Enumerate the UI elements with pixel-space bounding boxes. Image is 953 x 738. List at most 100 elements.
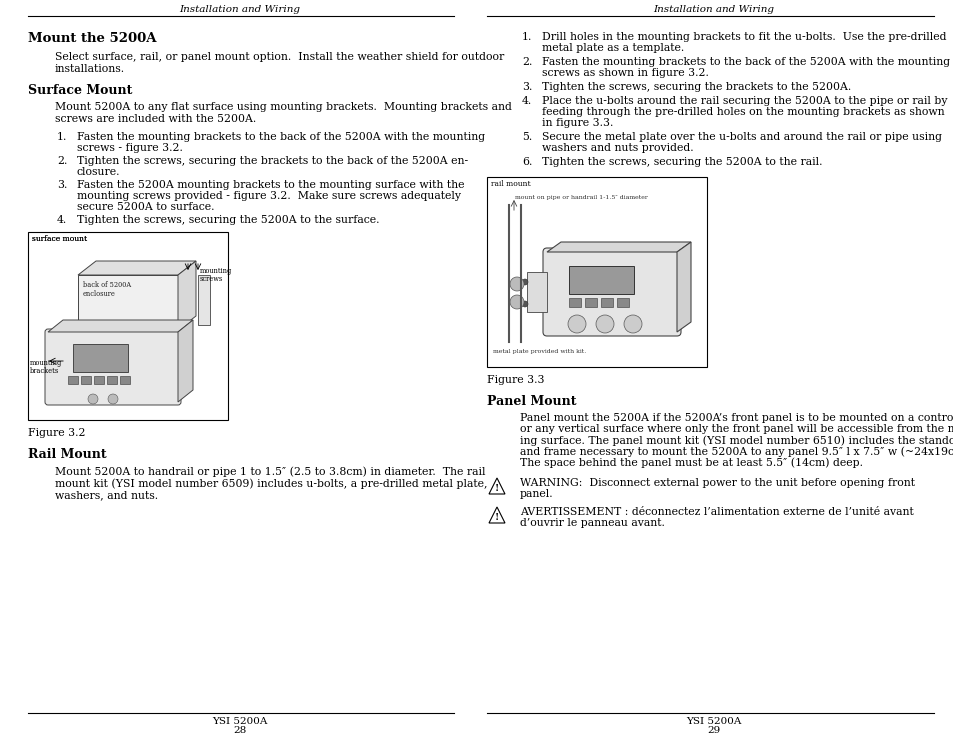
Text: 2.: 2. <box>57 156 68 166</box>
Text: Fasten the mounting brackets to the back of the 5200A with the mounting: Fasten the mounting brackets to the back… <box>541 57 949 67</box>
Text: in figure 3.3.: in figure 3.3. <box>541 118 613 128</box>
Text: mounting: mounting <box>200 267 232 275</box>
Text: Figure 3.3: Figure 3.3 <box>486 375 544 385</box>
Text: metal plate as a template.: metal plate as a template. <box>541 43 683 53</box>
Text: Panel Mount: Panel Mount <box>486 395 576 408</box>
Bar <box>73 344 128 372</box>
Text: Panel mount the 5200A if the 5200A’s front panel is to be mounted on a control p: Panel mount the 5200A if the 5200A’s fro… <box>519 413 953 423</box>
Bar <box>107 376 117 384</box>
Bar <box>68 376 78 384</box>
Text: mounting screws provided - figure 3.2.  Make sure screws adequately: mounting screws provided - figure 3.2. M… <box>77 191 460 201</box>
Bar <box>81 376 91 384</box>
Text: mounting: mounting <box>30 359 62 367</box>
Circle shape <box>108 394 118 404</box>
Polygon shape <box>489 507 504 523</box>
Text: secure 5200A to surface.: secure 5200A to surface. <box>77 202 214 212</box>
Text: Installation and Wiring: Installation and Wiring <box>653 5 774 14</box>
Text: AVERTISSEMENT : déconnectez l’alimentation externe de l’unité avant: AVERTISSEMENT : déconnectez l’alimentati… <box>519 507 913 517</box>
Text: ing surface. The panel mount kit (YSI model number 6510) includes the standoffs: ing surface. The panel mount kit (YSI mo… <box>519 435 953 446</box>
Bar <box>526 272 546 312</box>
Circle shape <box>510 277 523 291</box>
Text: Tighten the screws, securing the brackets to the back of the 5200A en-: Tighten the screws, securing the bracket… <box>77 156 468 166</box>
Circle shape <box>521 301 527 307</box>
Text: Mount 5200A to handrail or pipe 1 to 1.5″ (2.5 to 3.8cm) in diameter.  The rail: Mount 5200A to handrail or pipe 1 to 1.5… <box>55 466 485 477</box>
Text: rail mount: rail mount <box>491 180 530 188</box>
Polygon shape <box>178 320 193 402</box>
Text: washers, and nuts.: washers, and nuts. <box>55 490 158 500</box>
Bar <box>489 179 540 191</box>
Text: YSI 5200A: YSI 5200A <box>685 717 740 726</box>
Text: screws: screws <box>200 275 223 283</box>
Text: Tighten the screws, securing the 5200A to the rail.: Tighten the screws, securing the 5200A t… <box>541 157 821 167</box>
Text: Surface Mount: Surface Mount <box>28 84 132 97</box>
Text: YSI 5200A: YSI 5200A <box>213 717 268 726</box>
Circle shape <box>521 279 527 285</box>
Text: screws as shown in figure 3.2.: screws as shown in figure 3.2. <box>541 68 708 78</box>
Text: Rail Mount: Rail Mount <box>28 448 107 461</box>
Text: 2.: 2. <box>521 57 532 67</box>
Text: WARNING:  Disconnect external power to the unit before opening front: WARNING: Disconnect external power to th… <box>519 478 914 488</box>
Polygon shape <box>489 478 504 494</box>
Polygon shape <box>178 261 195 330</box>
Text: The space behind the panel must be at least 5.5″ (14cm) deep.: The space behind the panel must be at le… <box>519 457 862 468</box>
Text: 4.: 4. <box>57 215 67 225</box>
Circle shape <box>88 394 98 404</box>
Bar <box>94 376 104 384</box>
Bar <box>30 234 97 246</box>
Bar <box>28 232 228 420</box>
Polygon shape <box>546 242 690 252</box>
Text: installations.: installations. <box>55 64 125 74</box>
Text: 5.: 5. <box>521 132 532 142</box>
Circle shape <box>567 315 585 333</box>
Text: brackets: brackets <box>30 367 59 375</box>
Bar <box>568 298 580 307</box>
Text: 29: 29 <box>706 726 720 735</box>
Text: feeding through the pre-drilled holes on the mounting brackets as shown: feeding through the pre-drilled holes on… <box>541 107 943 117</box>
Text: surface mount: surface mount <box>32 235 87 243</box>
Text: washers and nuts provided.: washers and nuts provided. <box>541 143 693 153</box>
Text: Figure 3.2: Figure 3.2 <box>28 428 86 438</box>
Text: !: ! <box>495 513 498 522</box>
FancyBboxPatch shape <box>542 248 680 336</box>
Text: screws are included with the 5200A.: screws are included with the 5200A. <box>55 114 256 124</box>
Text: 3.: 3. <box>521 82 532 92</box>
Text: screws - figure 3.2.: screws - figure 3.2. <box>77 143 183 153</box>
Text: Mount the 5200A: Mount the 5200A <box>28 32 156 45</box>
Text: Installation and Wiring: Installation and Wiring <box>179 5 300 14</box>
Text: Place the u-bolts around the rail securing the 5200A to the pipe or rail by: Place the u-bolts around the rail securi… <box>541 96 946 106</box>
Text: d’ouvrir le panneau avant.: d’ouvrir le panneau avant. <box>519 518 664 528</box>
Text: mount kit (YSI model number 6509) includes u-bolts, a pre-drilled metal plate,: mount kit (YSI model number 6509) includ… <box>55 478 487 489</box>
Text: and frame necessary to mount the 5200A to any panel 9.5″ l x 7.5″ w (~24x19cm).: and frame necessary to mount the 5200A t… <box>519 446 953 457</box>
Circle shape <box>510 295 523 309</box>
Bar <box>120 376 130 384</box>
Polygon shape <box>677 242 690 332</box>
Circle shape <box>623 315 641 333</box>
Circle shape <box>596 315 614 333</box>
Bar <box>198 275 210 325</box>
Text: Fasten the mounting brackets to the back of the 5200A with the mounting: Fasten the mounting brackets to the back… <box>77 132 485 142</box>
Text: 6.: 6. <box>521 157 532 167</box>
Bar <box>600 298 613 307</box>
Polygon shape <box>78 261 195 275</box>
Text: !: ! <box>495 484 498 493</box>
FancyBboxPatch shape <box>45 329 181 405</box>
Text: enclosure: enclosure <box>83 290 115 298</box>
Text: Drill holes in the mounting brackets to fit the u-bolts.  Use the pre-drilled: Drill holes in the mounting brackets to … <box>541 32 945 42</box>
Bar <box>568 266 634 294</box>
Bar <box>486 177 706 367</box>
Text: Fasten the 5200A mounting brackets to the mounting surface with the: Fasten the 5200A mounting brackets to th… <box>77 180 464 190</box>
Text: 3.: 3. <box>57 180 68 190</box>
Bar <box>584 298 597 307</box>
Polygon shape <box>48 320 193 332</box>
Text: 1.: 1. <box>57 132 68 142</box>
Text: Mount 5200A to any flat surface using mounting brackets.  Mounting brackets and: Mount 5200A to any flat surface using mo… <box>55 102 512 112</box>
Text: mount on pipe or handrail 1-1.5″ diameter: mount on pipe or handrail 1-1.5″ diamete… <box>515 195 647 200</box>
Text: back of 5200A: back of 5200A <box>83 281 131 289</box>
Text: closure.: closure. <box>77 167 120 177</box>
Text: 28: 28 <box>233 726 247 735</box>
Text: surface mount: surface mount <box>32 235 87 243</box>
Text: 1.: 1. <box>521 32 532 42</box>
Text: or any vertical surface where only the front panel will be accessible from the m: or any vertical surface where only the f… <box>519 424 953 434</box>
Bar <box>617 298 628 307</box>
Text: Select surface, rail, or panel mount option.  Install the weather shield for out: Select surface, rail, or panel mount opt… <box>55 52 504 62</box>
